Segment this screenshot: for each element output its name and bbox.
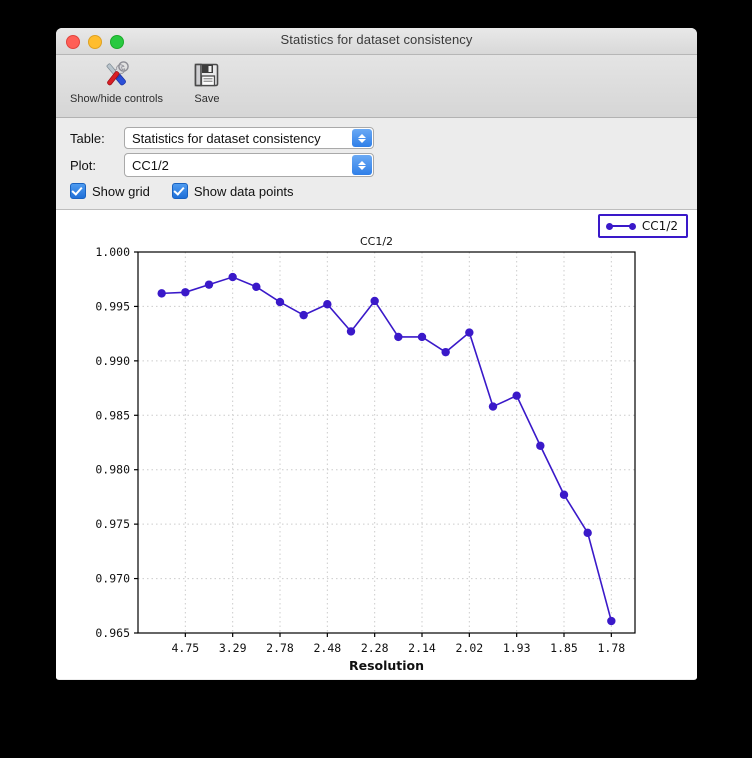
plot-area: CC1/2 CC1/2 1.000 0.995 0.990 0.985 0.980 0.9… xyxy=(56,210,697,679)
chevron-updown-icon xyxy=(352,155,372,175)
toolbar: Show/hide controls Save xyxy=(56,55,697,118)
x-axis-ticks: 4.75 3.29 2.78 2.48 2.28 2.14 2.02 1.93 1.85 1.78 xyxy=(171,633,625,655)
plot-row: Plot: CC1/2 xyxy=(56,153,697,177)
table-select-value: Statistics for dataset consistency xyxy=(132,130,321,146)
data-point[interactable] xyxy=(252,282,261,292)
line-chart: 1.000 0.995 0.990 0.985 0.980 0.975 0.970 0.965… xyxy=(95,245,636,673)
show-data-points-checkbox[interactable]: Show data points xyxy=(171,183,294,199)
table-select[interactable]: Statistics for dataset consistency xyxy=(124,127,374,149)
x-axis-tick-label: 2.14 xyxy=(408,641,436,655)
data-point[interactable] xyxy=(465,328,474,337)
x-axis-title: Resolution xyxy=(349,658,424,673)
x-axis-tick-label: 4.75 xyxy=(171,641,199,655)
chevron-updown-icon xyxy=(352,129,372,147)
data-point[interactable] xyxy=(204,280,214,289)
plot-label: Plot: xyxy=(70,157,97,173)
data-point[interactable] xyxy=(583,528,592,538)
x-axis-tick-label: 2.78 xyxy=(266,641,294,655)
show-grid-checkbox[interactable]: Show grid xyxy=(70,183,150,199)
data-point[interactable] xyxy=(394,332,403,342)
data-point[interactable] xyxy=(346,327,356,336)
table-label: Table: xyxy=(70,130,105,146)
x-axis-tick-label: 3.29 xyxy=(219,641,247,655)
y-axis-tick-label: 0.970 xyxy=(95,572,130,586)
x-axis-tick-label: 1.93 xyxy=(503,641,531,655)
chart-series xyxy=(157,272,616,626)
data-point[interactable] xyxy=(441,347,450,357)
plot-select-value: CC1/2 xyxy=(132,157,169,173)
chart-frame xyxy=(137,251,636,634)
show-grid-label: Show grid xyxy=(92,183,150,199)
data-point[interactable] xyxy=(607,616,616,626)
controls-panel: Table: Statistics for dataset consistenc… xyxy=(56,118,697,210)
app-window: Statistics for dataset consistency xyxy=(56,28,697,680)
y-axis-tick-label: 0.965 xyxy=(95,626,130,640)
tools-icon xyxy=(98,59,134,91)
plot-select[interactable]: CC1/2 xyxy=(124,153,374,177)
save-label: Save xyxy=(194,93,220,105)
zoom-button[interactable] xyxy=(110,35,124,49)
legend-entry-label: CC1/2 xyxy=(641,219,678,233)
data-point[interactable] xyxy=(323,300,332,309)
window-controls xyxy=(66,35,124,49)
legend-marker-icon xyxy=(605,222,636,230)
y-axis-tick-label: 0.995 xyxy=(95,299,130,313)
data-point[interactable] xyxy=(512,391,521,400)
data-point[interactable] xyxy=(417,332,427,342)
checkbox-row: Show grid Show data points xyxy=(56,181,697,201)
y-axis-tick-label: 0.985 xyxy=(95,408,130,422)
save-button[interactable]: Save xyxy=(173,59,241,105)
y-axis-ticks: 1.000 0.995 0.990 0.985 0.980 0.975 0.970 0.965 xyxy=(95,245,138,640)
show-hide-controls-button[interactable]: Show/hide controls xyxy=(64,59,169,105)
x-axis-tick-label: 2.48 xyxy=(313,641,341,655)
close-button[interactable] xyxy=(66,35,80,49)
floppy-disk-icon xyxy=(192,59,222,91)
minimize-button[interactable] xyxy=(88,35,102,49)
data-point[interactable] xyxy=(488,402,498,411)
checkmark-icon xyxy=(70,183,86,199)
data-point[interactable] xyxy=(370,296,379,306)
window-title: Statistics for dataset consistency xyxy=(280,32,473,47)
x-axis-tick-label: 1.78 xyxy=(597,641,625,655)
chart-gridlines xyxy=(138,252,635,633)
data-point[interactable] xyxy=(275,297,285,307)
y-axis-tick-label: 0.980 xyxy=(95,463,130,477)
checkmark-icon xyxy=(171,183,188,199)
x-axis-tick-label: 1.85 xyxy=(550,641,578,655)
data-point[interactable] xyxy=(536,441,545,450)
chart-title: CC1/2 xyxy=(359,235,394,248)
y-axis-tick-label: 0.975 xyxy=(95,517,130,531)
data-point[interactable] xyxy=(181,288,190,297)
title-bar[interactable]: Statistics for dataset consistency xyxy=(56,28,697,55)
y-axis-tick-label: 1.000 xyxy=(95,245,130,259)
y-axis-tick-label: 0.990 xyxy=(95,354,130,368)
data-point[interactable] xyxy=(228,272,237,282)
data-point[interactable] xyxy=(157,289,166,298)
data-point[interactable] xyxy=(559,490,569,499)
data-point[interactable] xyxy=(299,310,308,320)
show-data-points-label: Show data points xyxy=(193,183,294,199)
chart-legend[interactable]: CC1/2 xyxy=(597,214,688,238)
show-hide-controls-label: Show/hide controls xyxy=(70,93,163,105)
table-row: Table: Statistics for dataset consistenc… xyxy=(56,126,697,150)
x-axis-tick-label: 2.28 xyxy=(361,641,389,655)
x-axis-tick-label: 2.02 xyxy=(455,641,483,655)
